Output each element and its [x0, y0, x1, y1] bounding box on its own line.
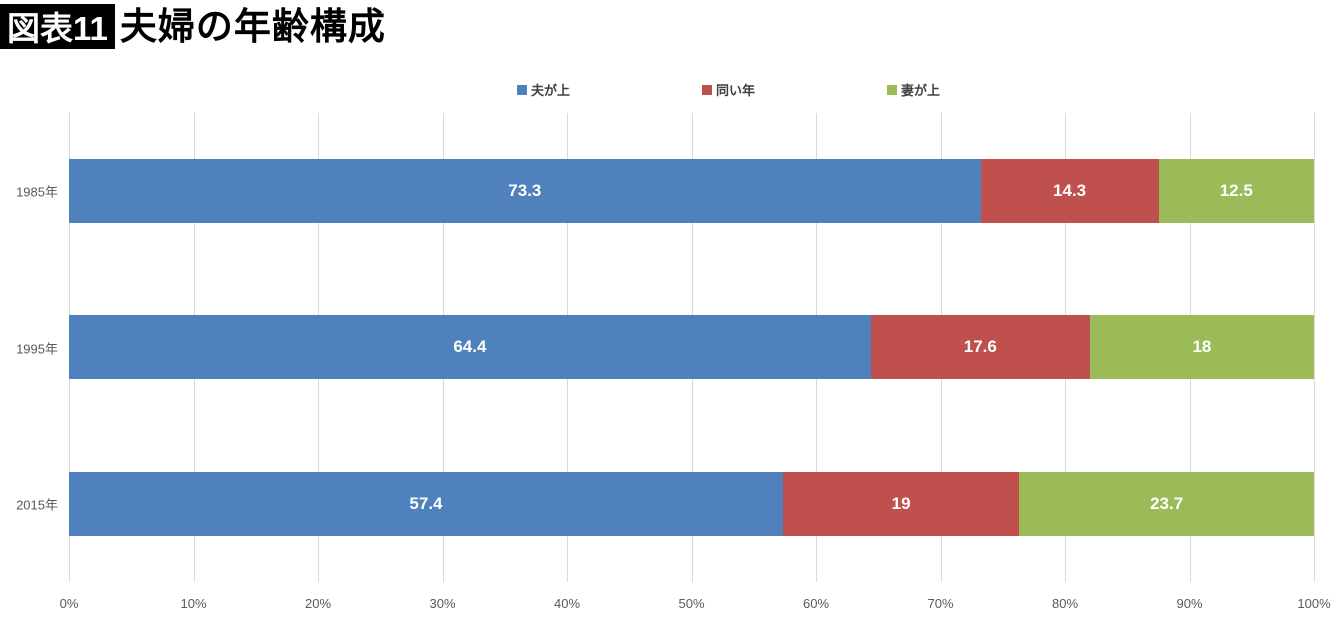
legend-item-1: 同い年: [702, 80, 755, 99]
x-tick-label: 20%: [304, 596, 332, 611]
bar-segment: 23.7: [1019, 471, 1314, 536]
x-tick-label: 0%: [59, 596, 79, 611]
legend-label: 妻が上: [901, 83, 941, 98]
bar-segment: 64.4: [69, 315, 871, 380]
bar-segment-value: 64.4: [453, 337, 487, 357]
bar-stack-1: 64.4 17.6 18: [69, 315, 1314, 380]
bar-segment-value: 12.5: [1219, 181, 1253, 201]
bar-segment: 17.6: [870, 315, 1090, 380]
chart-title: 夫婦の年齢構成: [119, 5, 386, 47]
x-tick-label: 30%: [429, 596, 456, 611]
legend-item-0: 夫が上: [517, 80, 570, 99]
x-tick-label: 100%: [1297, 596, 1331, 611]
x-tick-label: 60%: [802, 596, 830, 611]
bar-row: 57.4 19 23.7: [69, 426, 1314, 582]
bar-segment-value: 14.3: [1053, 181, 1087, 201]
bar-segment: 57.4: [69, 471, 783, 536]
x-tick-label: 40%: [553, 596, 581, 611]
bar-segment-value: 73.3: [508, 181, 542, 201]
bar-segment: 19: [782, 471, 1020, 536]
bar-stack-0: 73.3 14.3 12.5: [69, 159, 1314, 224]
x-axis: 0% 10% 20% 30% 40% 50% 60% 70% 80% 90% 100%: [60, 596, 1331, 616]
x-tick-label: 90%: [1176, 596, 1203, 611]
bar-segment-value: 23.7: [1150, 493, 1184, 513]
chart-header: 図表11 夫婦の年齢構成: [0, 3, 386, 49]
y-category-label: 1985年: [16, 184, 58, 200]
bar-segment: 12.5: [1158, 159, 1314, 224]
legend: 夫が上 同い年 妻が上: [517, 80, 940, 99]
x-tick-label: 80%: [1051, 596, 1079, 611]
legend-item-2: 妻が上: [887, 80, 940, 99]
gridline: [1314, 113, 1315, 582]
legend-swatch-icon: [702, 84, 713, 95]
legend-swatch-icon: [887, 84, 898, 95]
plot-area: 73.3 14.3 12.5 64.4 17.6 18 57.4 19 23.7: [69, 113, 1315, 582]
x-tick-label: 50%: [678, 596, 705, 611]
bar-stack-2: 57.4 19 23.7: [69, 471, 1314, 536]
bar-segment-value: 17.6: [963, 337, 997, 357]
bar-segment: 73.3: [69, 159, 981, 224]
legend-label: 夫が上: [531, 83, 571, 98]
y-category-label: 2015年: [16, 497, 58, 513]
bar-segment-value: 19: [891, 493, 911, 513]
y-category-label: 1995年: [16, 341, 58, 356]
bar-segment-value: 57.4: [409, 493, 443, 513]
x-tick-label: 70%: [927, 596, 954, 611]
bar-row: 73.3 14.3 12.5: [69, 113, 1314, 269]
bar-segment: 18: [1089, 315, 1314, 380]
bar-row: 64.4 17.6 18: [69, 269, 1314, 425]
legend-swatch-icon: [517, 84, 527, 95]
bar-segment: 14.3: [980, 159, 1159, 224]
bar-segment-value: 18: [1192, 337, 1212, 357]
figure-number-badge: 図表11: [0, 3, 115, 49]
legend-label: 同い年: [716, 83, 756, 98]
x-tick-label: 10%: [180, 596, 207, 611]
